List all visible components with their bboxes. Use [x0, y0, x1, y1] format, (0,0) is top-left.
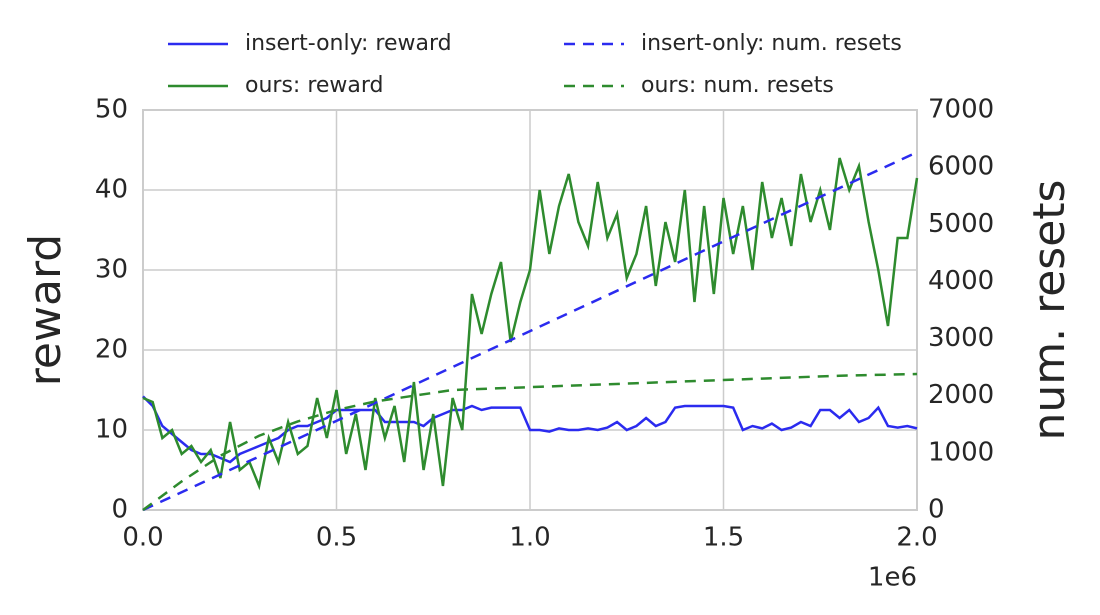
series-line [142, 157, 919, 491]
y2-tick-label: 6000 [928, 152, 994, 182]
y2-tick-label: 4000 [928, 266, 994, 296]
legend-label: insert-only: reward [245, 31, 452, 56]
x-tick-label: 1.5 [703, 523, 744, 553]
y-tick-label: 0 [111, 495, 128, 525]
y-tick-label: 10 [95, 415, 128, 445]
series-line [142, 151, 918, 512]
y2-tick-label: 7000 [928, 95, 994, 125]
x-tick-label: 1.0 [509, 523, 550, 553]
y-axis-label: reward [20, 234, 71, 386]
y2-tick-label: 0 [928, 495, 945, 525]
legend-label: ours: reward [245, 73, 384, 98]
x-tick-label: 2.0 [896, 523, 937, 553]
y2-tick-label: 5000 [928, 209, 994, 239]
legend-label: ours: num. resets [641, 73, 834, 98]
y-tick-label: 20 [95, 335, 128, 365]
legend-label: insert-only: num. resets [641, 31, 902, 56]
y2-tick-label: 1000 [928, 437, 994, 467]
y2-tick-label: 2000 [928, 380, 994, 410]
y2-tick-label: 3000 [928, 323, 994, 353]
y2-axis-label: num. resets [1024, 180, 1075, 441]
x-tick-label: 0.0 [122, 523, 163, 553]
series-line [142, 395, 918, 464]
y-tick-label: 40 [95, 175, 128, 205]
y-tick-label: 50 [95, 95, 128, 125]
x-tick-label: 0.5 [316, 523, 357, 553]
y-tick-label: 30 [95, 255, 128, 285]
x-offset-label: 1e6 [868, 563, 917, 593]
